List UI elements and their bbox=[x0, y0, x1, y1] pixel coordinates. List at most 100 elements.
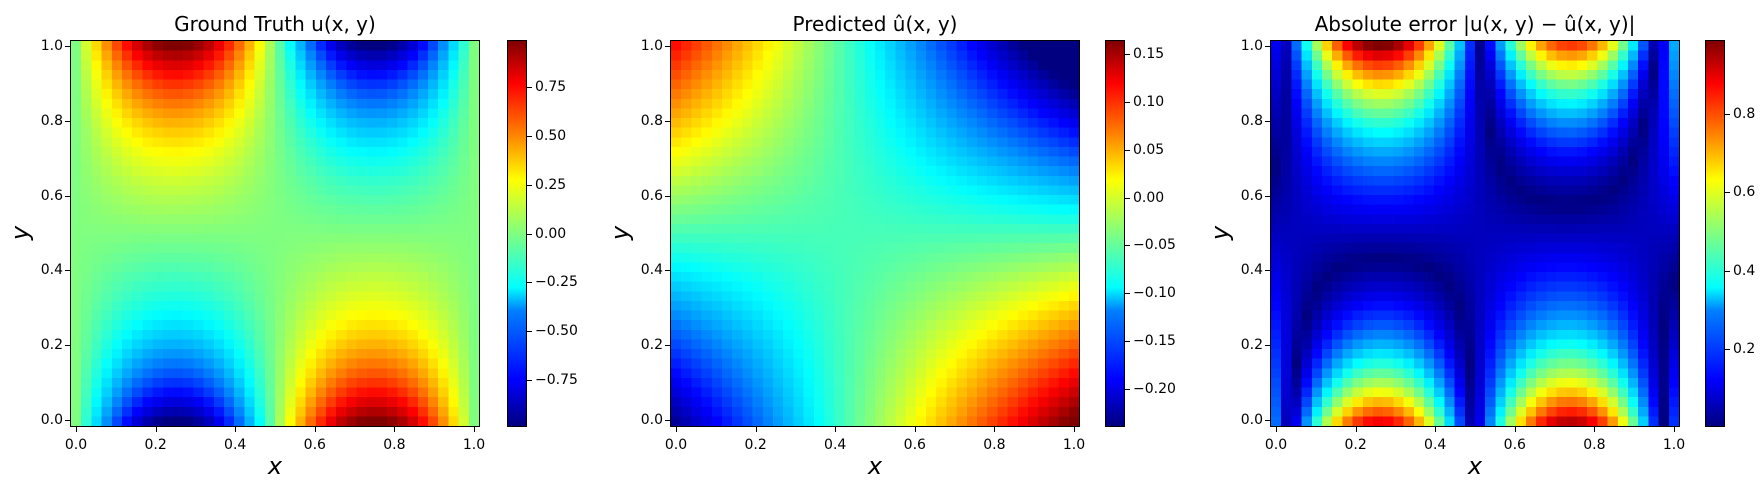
colorbar-tick-mark bbox=[1725, 192, 1730, 194]
colorbar-tick-label: −0.25 bbox=[535, 274, 578, 291]
x-tick-label: 0.0 bbox=[64, 437, 88, 453]
colorbar-tick-label: −0.75 bbox=[535, 372, 578, 389]
heatmap-predicted bbox=[670, 40, 1080, 427]
y-tick-label: 0.8 bbox=[40, 112, 63, 129]
chart-panel-predicted: Predicted û(x, y) x y 0.0 0.2 0.4 0.6 0.8 1.0… bbox=[606, 12, 1176, 480]
y-tick-mark bbox=[65, 46, 70, 47]
y-tick-mark bbox=[1265, 195, 1270, 197]
chart-title: Predicted û(x, y) bbox=[792, 12, 958, 36]
colorbar-tick-label: 0.4 bbox=[1733, 262, 1756, 279]
colorbar-tick-label: 0.25 bbox=[535, 176, 567, 193]
x-tick-label: 1.0 bbox=[1062, 437, 1086, 453]
y-tick-label: 0.0 bbox=[640, 412, 663, 428]
y-tick-mark bbox=[1265, 46, 1270, 47]
y-tick-label: 1.0 bbox=[640, 38, 663, 54]
x-tick-label: 0.0 bbox=[664, 437, 688, 453]
colorbar-tick-label: −0.50 bbox=[535, 323, 578, 340]
x-tick-mark bbox=[76, 427, 77, 432]
y-tick-label: 0.6 bbox=[1240, 187, 1263, 204]
colorbar-tick-label: 0.10 bbox=[1133, 94, 1165, 111]
colorbar-tick-mark bbox=[527, 282, 532, 284]
x-tick-mark bbox=[835, 427, 837, 432]
x-axis-label: x bbox=[267, 452, 283, 480]
colorbar-tick-mark bbox=[1725, 114, 1730, 116]
x-tick-mark bbox=[1074, 427, 1075, 432]
colorbar-tick-mark bbox=[1125, 102, 1130, 104]
chart-panel-ground-truth: Ground Truth u(x, y) x y 0.0 0.2 0.4 0.6 0.8… bbox=[0, 0, 588, 490]
colorbar-tick-label: −0.15 bbox=[1133, 333, 1176, 349]
colorbar-tick-mark bbox=[1725, 270, 1730, 272]
colorbar-tick-label: 0.50 bbox=[535, 127, 567, 144]
colorbar-tick-label: −0.10 bbox=[1133, 285, 1176, 302]
colorbar-tick-mark bbox=[1725, 348, 1730, 350]
x-tick-label: 0.6 bbox=[303, 437, 326, 453]
y-tick-mark bbox=[65, 120, 70, 122]
y-tick-label: 0.4 bbox=[1240, 262, 1263, 279]
y-tick-label: 0.0 bbox=[40, 412, 63, 428]
x-tick-mark bbox=[994, 427, 996, 432]
x-tick-mark bbox=[314, 427, 316, 432]
colorbar-tick-mark bbox=[527, 184, 532, 186]
x-tick-label: 0.2 bbox=[144, 437, 167, 453]
y-tick-mark bbox=[665, 345, 670, 347]
colorbar-tick-label: −0.05 bbox=[1133, 237, 1176, 254]
colorbar-tick-label: 0.00 bbox=[1133, 189, 1165, 206]
colorbar-tick-mark bbox=[527, 233, 532, 235]
x-tick-mark bbox=[1435, 427, 1437, 432]
y-tick-mark bbox=[665, 46, 670, 47]
colorbar-tick-mark bbox=[1125, 293, 1130, 295]
colorbar bbox=[1105, 40, 1125, 427]
y-tick-mark bbox=[1265, 270, 1270, 272]
y-tick-mark bbox=[1265, 420, 1270, 421]
colorbar-tick-mark bbox=[527, 135, 532, 137]
x-tick-label: 0.2 bbox=[744, 437, 767, 453]
y-tick-mark bbox=[665, 270, 670, 272]
x-tick-label: 0.4 bbox=[1424, 437, 1447, 453]
y-tick-label: 0.4 bbox=[40, 262, 63, 279]
x-tick-label: 0.2 bbox=[1344, 437, 1367, 453]
y-axis-label: y bbox=[1206, 225, 1234, 241]
y-tick-label: 0.6 bbox=[40, 187, 63, 204]
colorbar-tick-mark bbox=[1125, 245, 1130, 247]
y-tick-mark bbox=[1265, 120, 1270, 122]
y-tick-mark bbox=[665, 120, 670, 122]
x-tick-label: 0.8 bbox=[1583, 437, 1606, 453]
y-tick-mark bbox=[65, 270, 70, 272]
colorbar-tick-mark bbox=[1125, 197, 1130, 199]
colorbar-tick-mark bbox=[1125, 54, 1130, 56]
x-tick-mark bbox=[676, 427, 677, 432]
y-tick-label: 0.8 bbox=[640, 112, 663, 129]
y-tick-mark bbox=[65, 195, 70, 197]
colorbar-tick-label: 0.75 bbox=[535, 78, 567, 95]
y-tick-mark bbox=[665, 195, 670, 197]
colorbar-tick-mark bbox=[1125, 341, 1130, 342]
y-tick-label: 1.0 bbox=[40, 38, 63, 54]
colorbar-tick-mark bbox=[527, 86, 532, 88]
x-tick-mark bbox=[474, 427, 475, 432]
y-tick-label: 1.0 bbox=[1240, 38, 1263, 54]
x-tick-label: 0.4 bbox=[224, 437, 247, 453]
colorbar-tick-label: 0.00 bbox=[535, 225, 567, 242]
x-axis-label: x bbox=[867, 452, 883, 480]
y-tick-mark bbox=[665, 420, 670, 421]
x-tick-label: 0.6 bbox=[1503, 437, 1526, 453]
x-tick-label: 0.4 bbox=[824, 437, 847, 453]
x-axis-label: x bbox=[1467, 452, 1483, 480]
heatmap-ground-truth bbox=[70, 40, 480, 427]
x-tick-mark bbox=[914, 427, 916, 432]
x-tick-mark bbox=[1514, 427, 1516, 432]
heatmap-absolute-error bbox=[1270, 40, 1680, 427]
x-tick-label: 1.0 bbox=[1662, 437, 1686, 453]
colorbar-tick-label: 0.2 bbox=[1733, 340, 1756, 357]
colorbar-tick-mark bbox=[1125, 388, 1130, 390]
colorbar-tick-label: 0.8 bbox=[1733, 106, 1756, 123]
y-tick-label: 0.2 bbox=[640, 337, 663, 354]
x-tick-label: 0.8 bbox=[983, 437, 1006, 453]
colorbar-tick-mark bbox=[1125, 149, 1130, 151]
y-tick-mark bbox=[65, 420, 70, 421]
y-tick-label: 0.2 bbox=[1240, 337, 1263, 354]
x-tick-mark bbox=[394, 427, 396, 432]
x-tick-label: 0.8 bbox=[383, 437, 406, 453]
x-tick-label: 1.0 bbox=[462, 437, 486, 453]
x-tick-mark bbox=[1276, 427, 1277, 432]
